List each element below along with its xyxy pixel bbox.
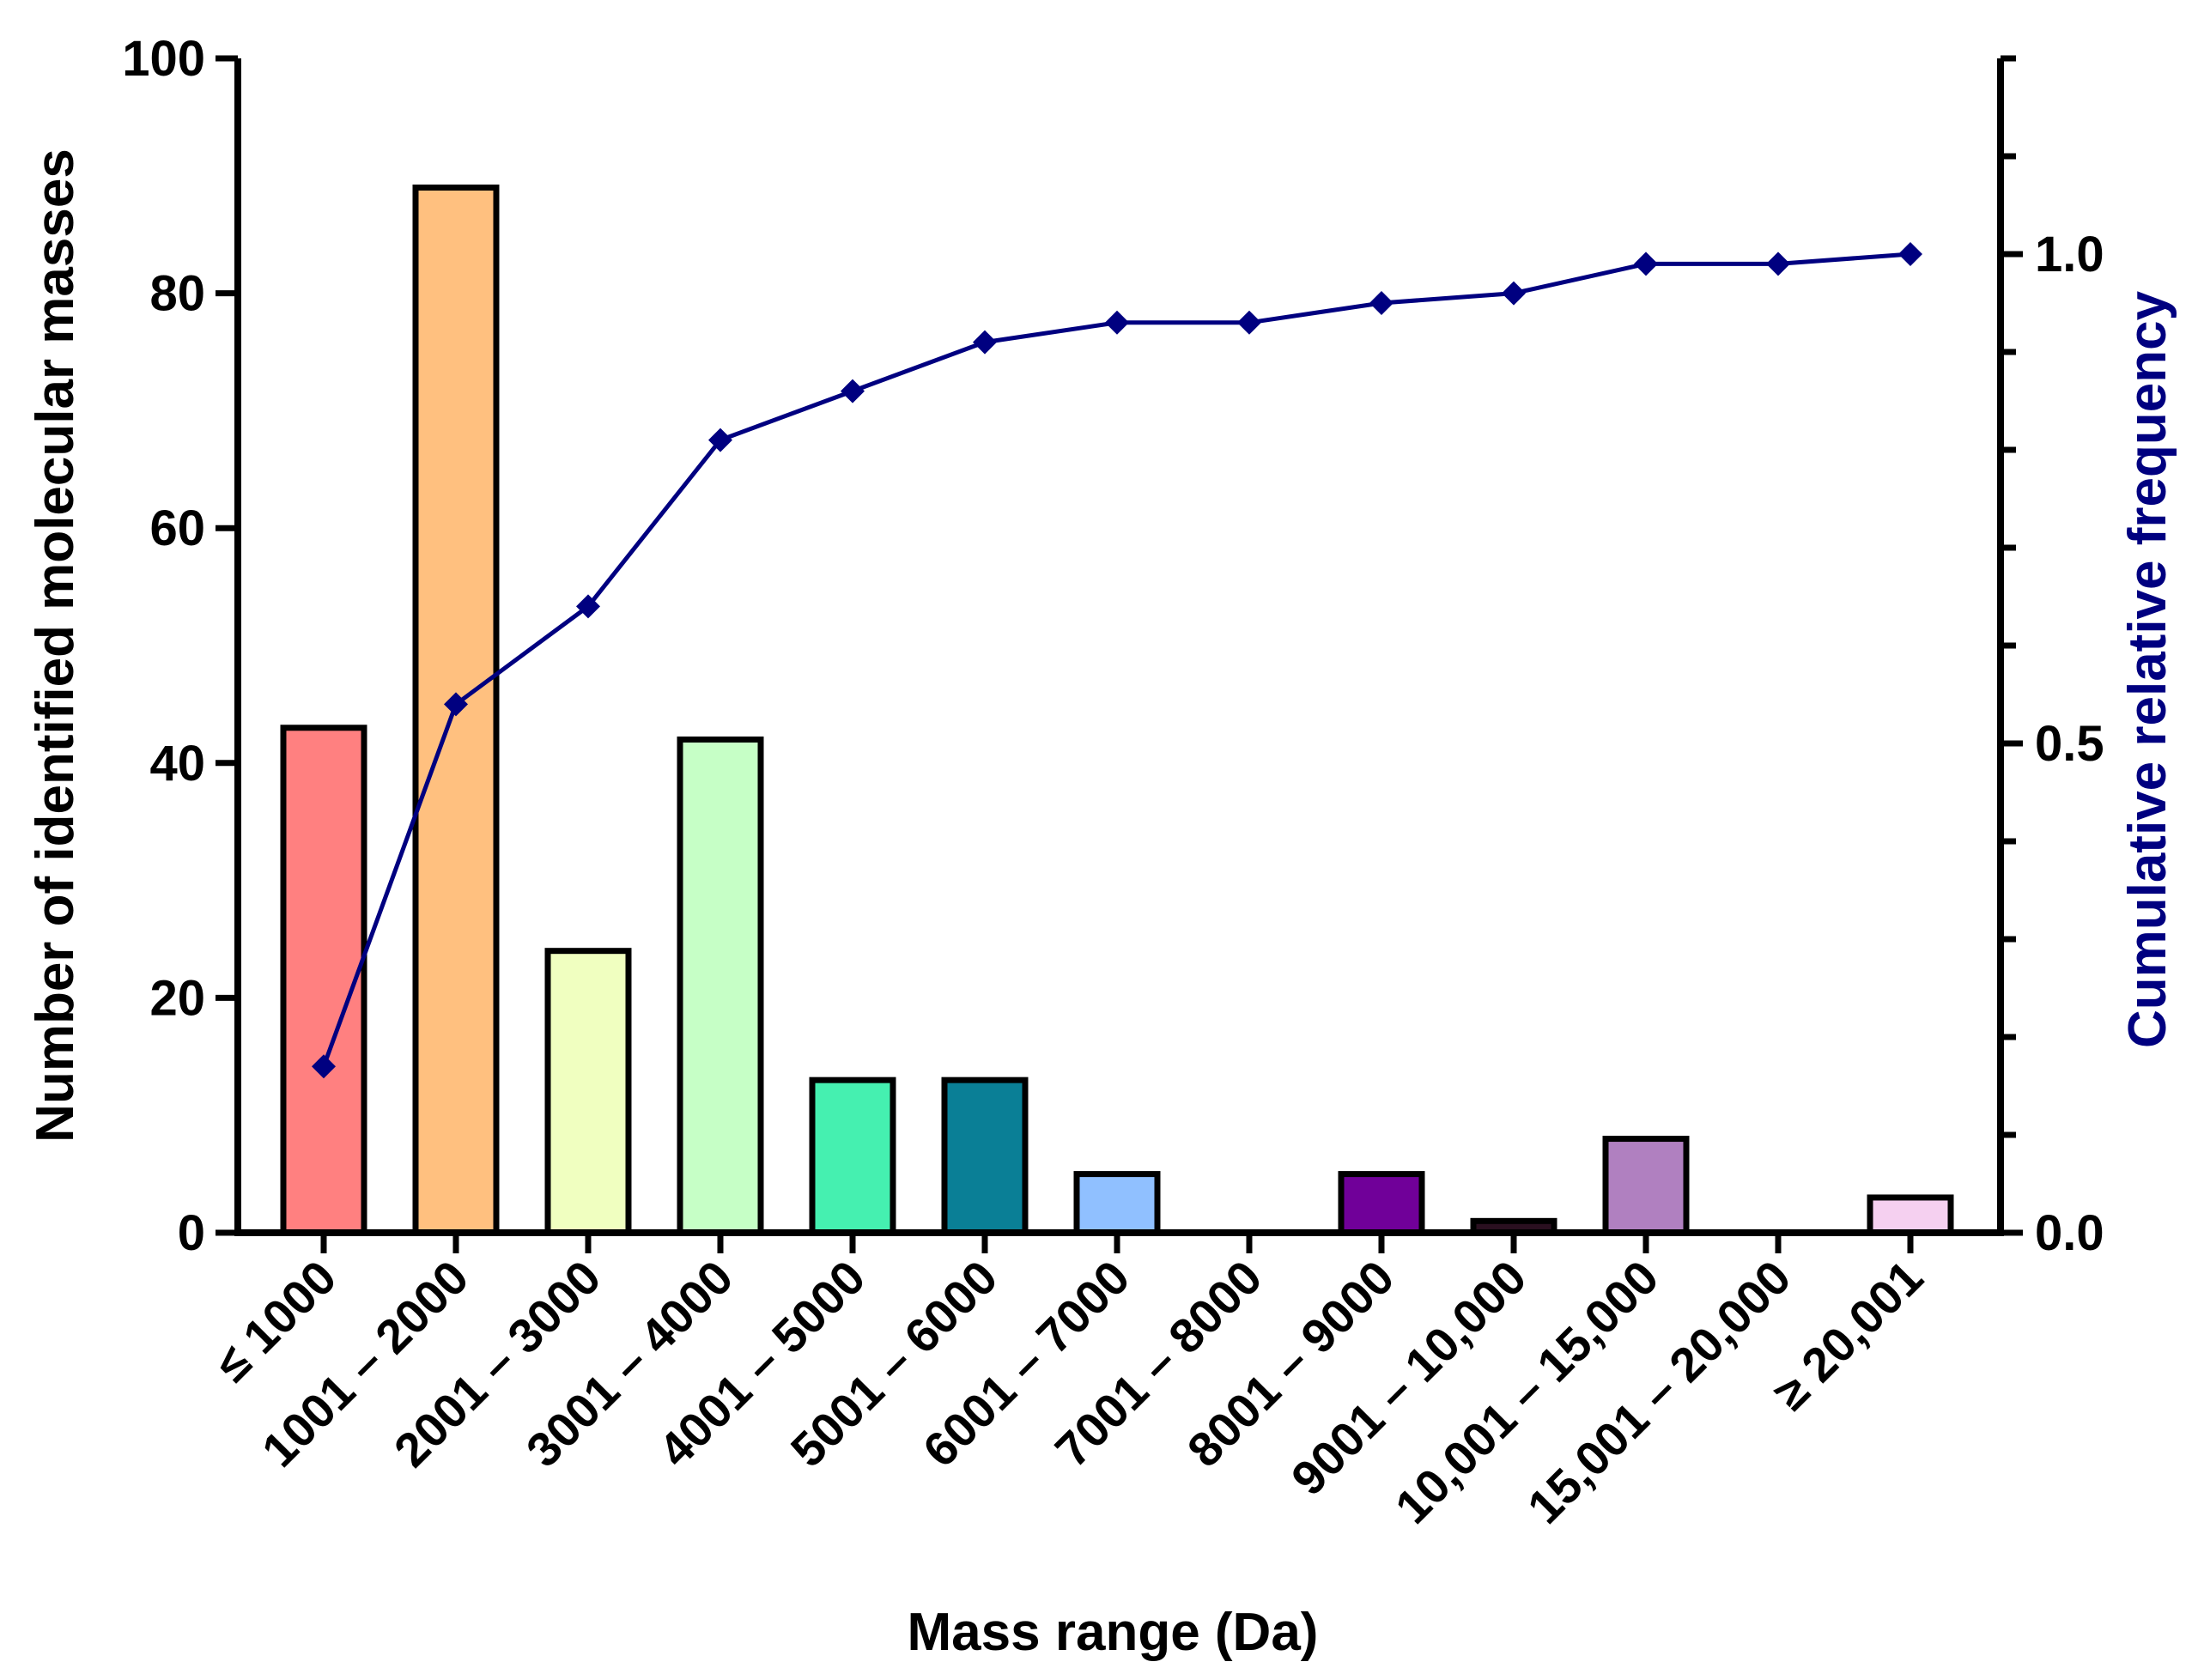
cumulative-point-7 bbox=[1105, 310, 1129, 335]
cumulative-point-10 bbox=[1502, 281, 1526, 306]
bars-layer bbox=[280, 184, 1954, 1236]
bar-9 bbox=[1338, 1171, 1425, 1236]
x-tick-label: 9001 – 10,000 bbox=[1281, 1250, 1537, 1506]
y-axis-title: Number of identified molecular masses bbox=[26, 149, 85, 1143]
cumulative-frequency-line bbox=[321, 252, 1911, 1068]
y-tick-label: 0 bbox=[178, 1205, 205, 1261]
cumulative-point-12 bbox=[1766, 252, 1790, 276]
cumulative-point-9 bbox=[1369, 291, 1393, 315]
y2-tick-label: 0.0 bbox=[2035, 1205, 2104, 1261]
cumulative-point-1 bbox=[312, 1054, 336, 1079]
y-tick-label: 20 bbox=[149, 970, 205, 1026]
cumulative-point-11 bbox=[1634, 252, 1658, 276]
axes-layer bbox=[216, 55, 2023, 1253]
bar-11 bbox=[1602, 1136, 1690, 1236]
bar-6 bbox=[941, 1077, 1029, 1236]
x-tick-label: ≥ 20,001 bbox=[1763, 1250, 1933, 1420]
y-tick-label: 80 bbox=[149, 266, 205, 322]
cumulative-point-2 bbox=[444, 692, 468, 717]
y-tick-label: 100 bbox=[122, 31, 205, 87]
y-tick-label: 60 bbox=[149, 500, 205, 556]
bar-4 bbox=[677, 736, 764, 1236]
cumulative-point-8 bbox=[1237, 310, 1261, 335]
y2-tick-label: 1.0 bbox=[2035, 227, 2104, 282]
cumulative-line-layer bbox=[312, 242, 1922, 1079]
bar-13 bbox=[1867, 1194, 1954, 1236]
cumulative-point-6 bbox=[973, 330, 997, 355]
cumulative-point-3 bbox=[576, 594, 600, 619]
y2-tick-label: 0.5 bbox=[2035, 716, 2104, 772]
bar-5 bbox=[809, 1077, 896, 1236]
bar-1 bbox=[280, 725, 367, 1236]
y-tick-label: 40 bbox=[149, 736, 205, 791]
cumulative-point-5 bbox=[841, 379, 865, 403]
bar-7 bbox=[1073, 1171, 1161, 1236]
bar-3 bbox=[544, 948, 632, 1236]
cumulative-point-4 bbox=[708, 428, 732, 452]
cumulative-point-13 bbox=[1898, 242, 1922, 266]
y2-axis-title: Cumulative relative frequency bbox=[2118, 290, 2177, 1048]
x-axis-title: Mass range (Da) bbox=[908, 1603, 1319, 1662]
